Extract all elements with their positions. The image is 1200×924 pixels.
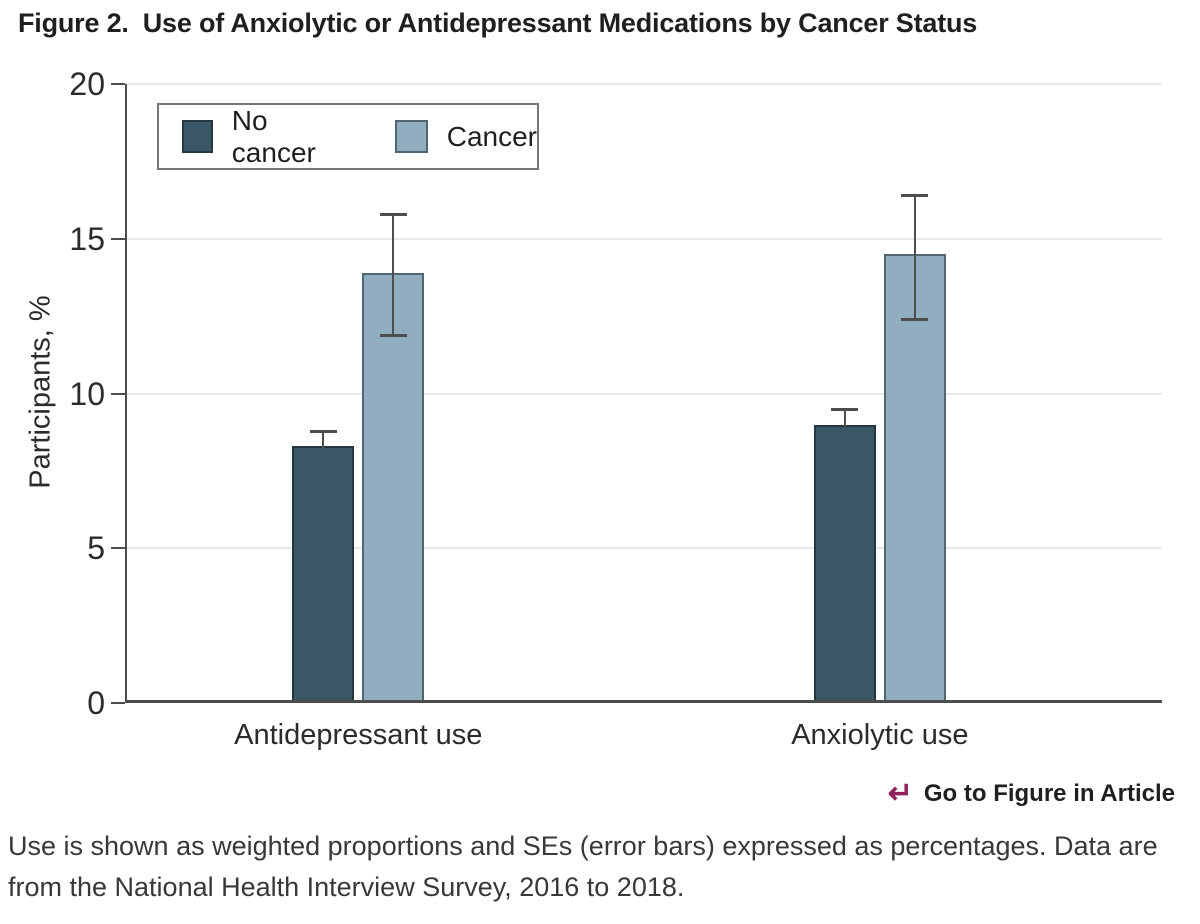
- x-category-label-anxiolytic-use: Anxiolytic use: [791, 719, 969, 751]
- go-to-figure-link[interactable]: ↵ Go to Figure in Article: [888, 779, 1175, 809]
- legend-label-cancer: Cancer: [446, 120, 537, 152]
- y-tick-label-0: 0: [87, 685, 105, 721]
- figure-caption: Use is shown as weighted proportions and…: [8, 831, 1158, 902]
- error-bar-cap-bottom-cancer-anxiolytic-use: [901, 318, 929, 322]
- bar-no-cancer-antidepressant-use: [292, 446, 355, 700]
- return-arrow-icon: ↵: [887, 777, 913, 810]
- error-bar-cap-top-no-cancer-antidepressant-use: [309, 429, 337, 433]
- no-cancer-swatch: [182, 120, 213, 153]
- plot-area: Participants, % No cancer Cancer 0 5 10 15 2…: [25, 67, 1162, 751]
- go-to-figure-label: Go to Figure in Article: [923, 780, 1175, 807]
- figure-title: Figure 2. Use of Anxiolytic or Antidepres…: [18, 8, 977, 39]
- y-tick-5: [111, 547, 125, 550]
- y-tick-label-5: 5: [87, 530, 105, 567]
- gridline-5: [127, 547, 1162, 550]
- error-bar-cap-top-cancer-antidepressant-use: [379, 212, 407, 216]
- legend-item-cancer: Cancer: [394, 120, 537, 153]
- legend-label-no-cancer: No cancer: [231, 104, 316, 168]
- gridline-20: [127, 83, 1162, 85]
- error-bar-cap-top-cancer-anxiolytic-use: [901, 194, 929, 198]
- error-bar-stem-no-cancer-antidepressant-use: [322, 430, 325, 450]
- bar-chart: Participants, % No cancer Cancer 0 5 10 15 2…: [25, 67, 1162, 751]
- figure-number: Figure 2.: [18, 8, 129, 38]
- gridline-10: [127, 392, 1162, 395]
- y-tick-label-15: 15: [69, 220, 105, 257]
- legend-item-no-cancer: No cancer: [182, 105, 350, 169]
- error-bar-stem-cancer-anxiolytic-use: [913, 195, 916, 320]
- cancer-swatch: [394, 120, 428, 153]
- bar-cancer-anxiolytic-use: [883, 254, 946, 700]
- y-tick-20: [111, 83, 125, 85]
- x-category-label-antidepressant-use: Antidepressant use: [234, 719, 483, 751]
- error-bar-cap-bottom-cancer-antidepressant-use: [379, 333, 407, 337]
- bar-cancer-antidepressant-use: [362, 272, 425, 700]
- legend: No cancer Cancer: [157, 103, 539, 170]
- y-tick-15: [111, 237, 125, 240]
- figure-title-text: Use of Anxiolytic or Antidepressant Medi…: [142, 8, 978, 38]
- error-bar-cap-top-no-cancer-anxiolytic-use: [831, 407, 859, 411]
- gridline-15: [127, 237, 1162, 240]
- error-bar-stem-cancer-antidepressant-use: [392, 213, 395, 335]
- y-tick-0: [111, 702, 125, 704]
- y-tick-label-10: 10: [69, 375, 105, 412]
- error-bar-stem-no-cancer-anxiolytic-use: [843, 408, 846, 428]
- y-tick-label-20: 20: [69, 66, 105, 102]
- bar-no-cancer-anxiolytic-use: [813, 424, 876, 700]
- y-tick-10: [111, 392, 125, 395]
